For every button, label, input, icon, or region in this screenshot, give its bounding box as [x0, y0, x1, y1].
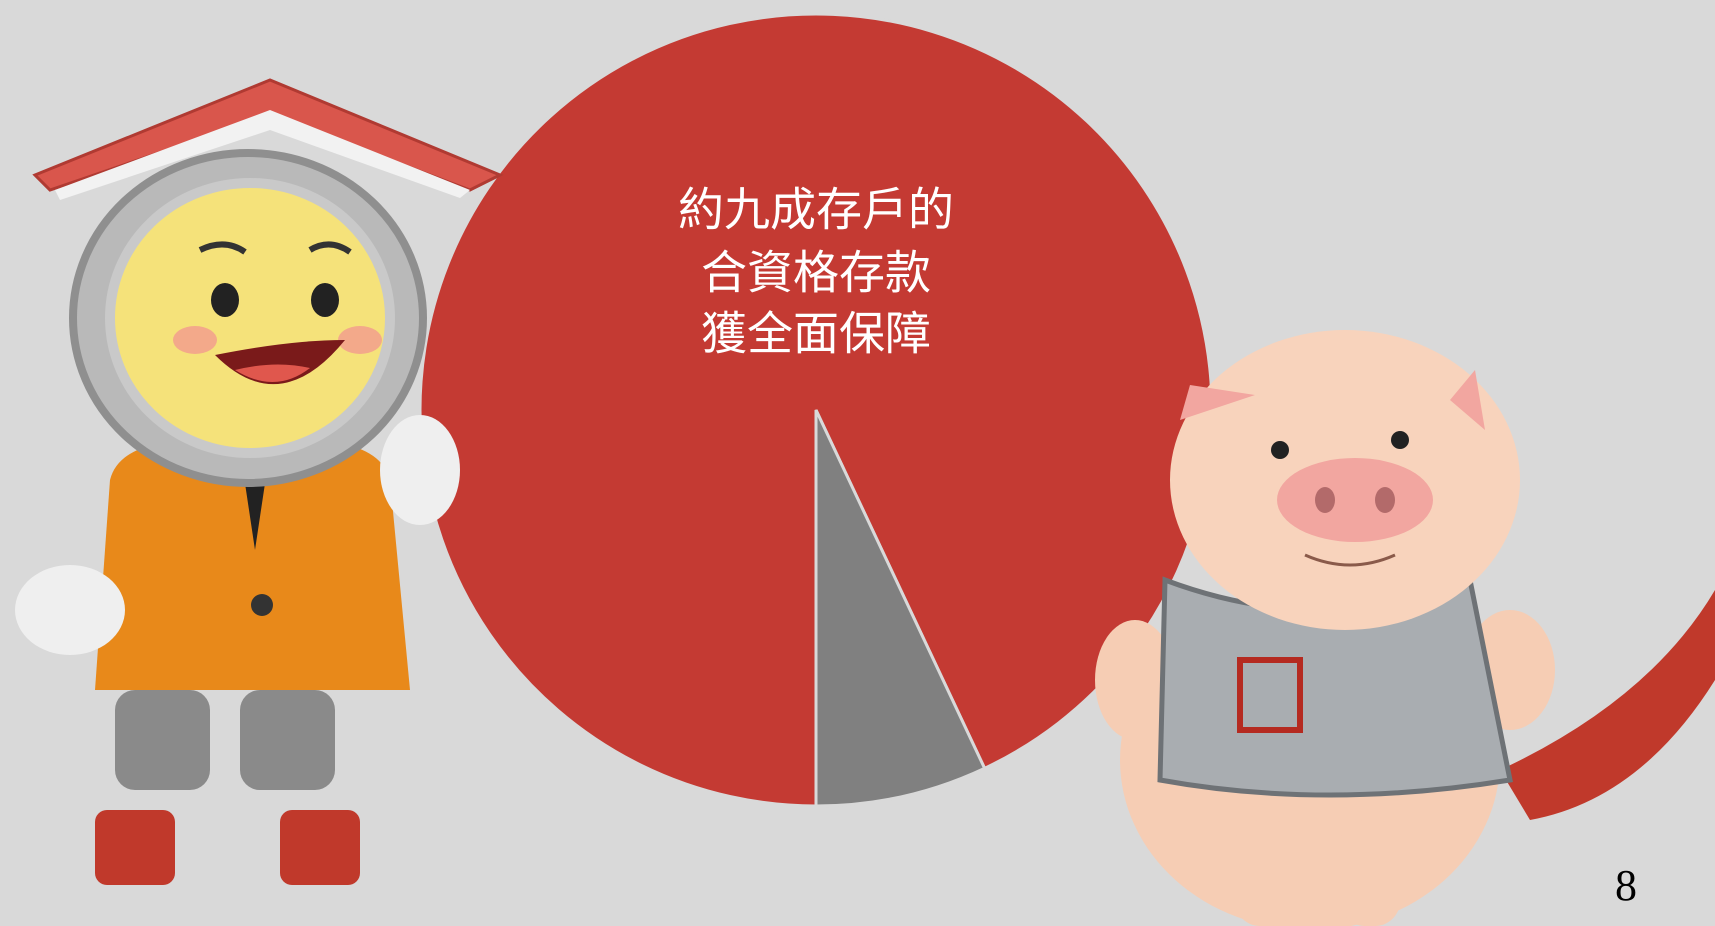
pie-label-line: 合資格存款 — [701, 246, 931, 300]
coin-mascot — [15, 78, 504, 885]
pie-label-line: 約九成存戶的 — [678, 183, 954, 237]
page-number: 8 — [1615, 861, 1637, 910]
pie-slice — [814, 409, 987, 808]
pie-chart — [418, 12, 1214, 808]
pig-mascot — [1095, 330, 1715, 926]
pie-label-line: 獲全面保障 — [701, 307, 931, 361]
